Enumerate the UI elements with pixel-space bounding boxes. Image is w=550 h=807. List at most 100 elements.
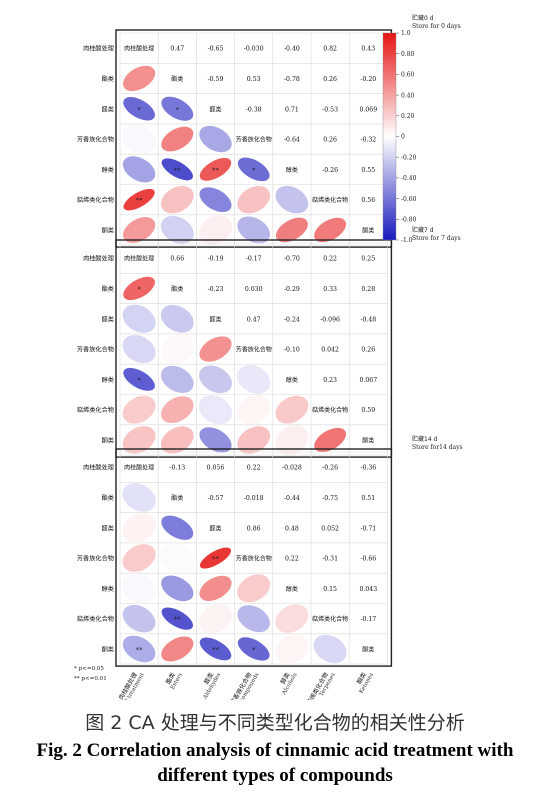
correlation-value: 0.82 <box>323 46 337 53</box>
correlation-ellipse <box>199 427 232 453</box>
row-label: 萜烯类化合物 <box>77 196 114 204</box>
diagonal-label: 醇类 <box>286 166 298 174</box>
correlation-ellipse <box>122 544 156 572</box>
row-label: 酯类 <box>102 494 114 502</box>
correlation-value: 0.59 <box>361 407 375 414</box>
diagonal-label: 萜烯类化合物 <box>312 406 348 414</box>
row-label: 酮类 <box>102 226 114 234</box>
row-label: 酯类 <box>102 75 114 83</box>
row-label: 醇类 <box>102 166 114 174</box>
correlation-ellipse <box>122 124 156 154</box>
diagonal-label: 醛类 <box>209 315 221 323</box>
correlation-value: -0.31 <box>322 556 338 563</box>
correlation-value: -0.018 <box>244 495 264 502</box>
correlation-value: 0.26 <box>323 76 337 83</box>
correlation-value: 0.56 <box>361 197 375 204</box>
correlation-ellipse <box>237 185 271 214</box>
correlation-value: -0.65 <box>208 46 224 53</box>
correlation-value: 0.33 <box>323 286 337 293</box>
correlation-value: -0.24 <box>284 316 300 323</box>
correlation-value: 0.042 <box>321 347 339 354</box>
significance-mark: ** <box>212 555 220 563</box>
legend-tick-label: -0.20 <box>401 154 417 161</box>
correlation-ellipse <box>237 426 271 454</box>
correlation-ellipse <box>313 634 347 664</box>
row-label: 醛类 <box>102 524 114 532</box>
legend-tick-label: -1.0 <box>401 237 413 244</box>
correlation-ellipse <box>198 395 233 425</box>
significance-mark: * <box>137 285 141 293</box>
row-label: 醇类 <box>102 376 114 384</box>
correlation-value: -0.096 <box>320 316 340 323</box>
legend-tick-label: 1.0 <box>401 30 411 37</box>
correlation-value: 0.056 <box>207 465 225 472</box>
correlation-value: 0.069 <box>359 106 377 113</box>
correlation-value: -0.38 <box>246 106 262 113</box>
correlation-ellipse <box>199 637 232 661</box>
correlation-ellipse <box>122 334 156 364</box>
diagonal-label: 芳香族化合物 <box>236 555 272 563</box>
correlation-ellipse <box>198 215 233 245</box>
correlation-ellipse <box>237 637 270 661</box>
correlation-ellipse <box>199 365 232 394</box>
correlation-ellipse <box>237 605 271 633</box>
significance-mark: ** <box>136 197 144 205</box>
diagonal-label: 萜烯类化合物 <box>312 196 348 204</box>
row-label: 酯类 <box>102 285 114 293</box>
correlation-value: 0.55 <box>361 167 375 174</box>
significance-mark: * <box>137 106 141 114</box>
correlation-value: -0.57 <box>208 495 224 502</box>
correlation-value: 0.28 <box>361 286 375 293</box>
correlation-ellipse <box>199 125 232 153</box>
correlation-ellipse <box>199 157 232 181</box>
correlation-value: -0.71 <box>360 525 376 532</box>
correlation-ellipse <box>123 188 155 211</box>
correlation-value: 0.22 <box>323 256 337 263</box>
diagonal-label: 酮类 <box>362 226 374 234</box>
significance-mark: * <box>252 646 256 654</box>
figure-caption-cn: 图 2 CA 处理与不同类型化合物的相关性分析 <box>85 712 465 734</box>
legend-tick-label: 0 <box>401 134 405 141</box>
diagonal-label: 醛类 <box>209 105 221 113</box>
correlation-value: 0.47 <box>170 46 184 53</box>
correlation-value: -0.64 <box>284 137 300 144</box>
diagonal-label: 酮类 <box>362 645 374 653</box>
correlation-ellipse <box>122 635 156 663</box>
panel-title: 贮藏14 d <box>412 435 438 443</box>
legend-tick-label: -0.60 <box>401 196 417 203</box>
correlation-value: -0.70 <box>284 256 300 263</box>
correlation-ellipse <box>161 96 194 121</box>
panel-subtitle: Store for14 days <box>412 444 463 451</box>
diagonal-label: 萜烯类化合物 <box>312 615 348 623</box>
correlation-ellipse <box>199 575 232 601</box>
correlation-ellipse <box>314 427 347 453</box>
panel-frame <box>115 448 393 667</box>
correlation-value: -0.26 <box>322 465 338 472</box>
panel-title: 贮藏7 d <box>412 226 434 234</box>
correlation-ellipse <box>275 185 309 214</box>
color-legend-bar <box>382 32 397 241</box>
correlation-ellipse <box>160 215 194 244</box>
row-label: 醛类 <box>102 105 114 113</box>
correlation-ellipse <box>198 603 233 634</box>
correlation-value: -0.44 <box>284 495 300 502</box>
correlation-ellipse <box>314 217 347 243</box>
correlation-ellipse <box>161 158 193 181</box>
correlation-value: -0.028 <box>282 465 302 472</box>
correlation-ellipse <box>122 217 156 243</box>
correlation-value: 0.15 <box>323 586 337 593</box>
correlation-ellipse <box>237 157 270 182</box>
correlation-value: -0.19 <box>208 256 224 263</box>
correlation-value: 0.052 <box>321 525 339 532</box>
row-label: 肉桂酸处理 <box>83 255 114 263</box>
correlation-value: -0.36 <box>360 465 376 472</box>
correlation-value: -0.030 <box>244 46 264 53</box>
correlation-value: -0.23 <box>208 286 224 293</box>
panel-subtitle: Store for 0 days <box>412 23 461 30</box>
correlation-ellipse <box>122 395 156 424</box>
correlation-ellipse <box>122 65 156 92</box>
panel-title: 贮藏0 d <box>412 14 434 22</box>
correlation-value: 0.51 <box>361 495 375 502</box>
significance-mark: * <box>176 106 180 114</box>
correlation-ellipse <box>160 334 194 364</box>
